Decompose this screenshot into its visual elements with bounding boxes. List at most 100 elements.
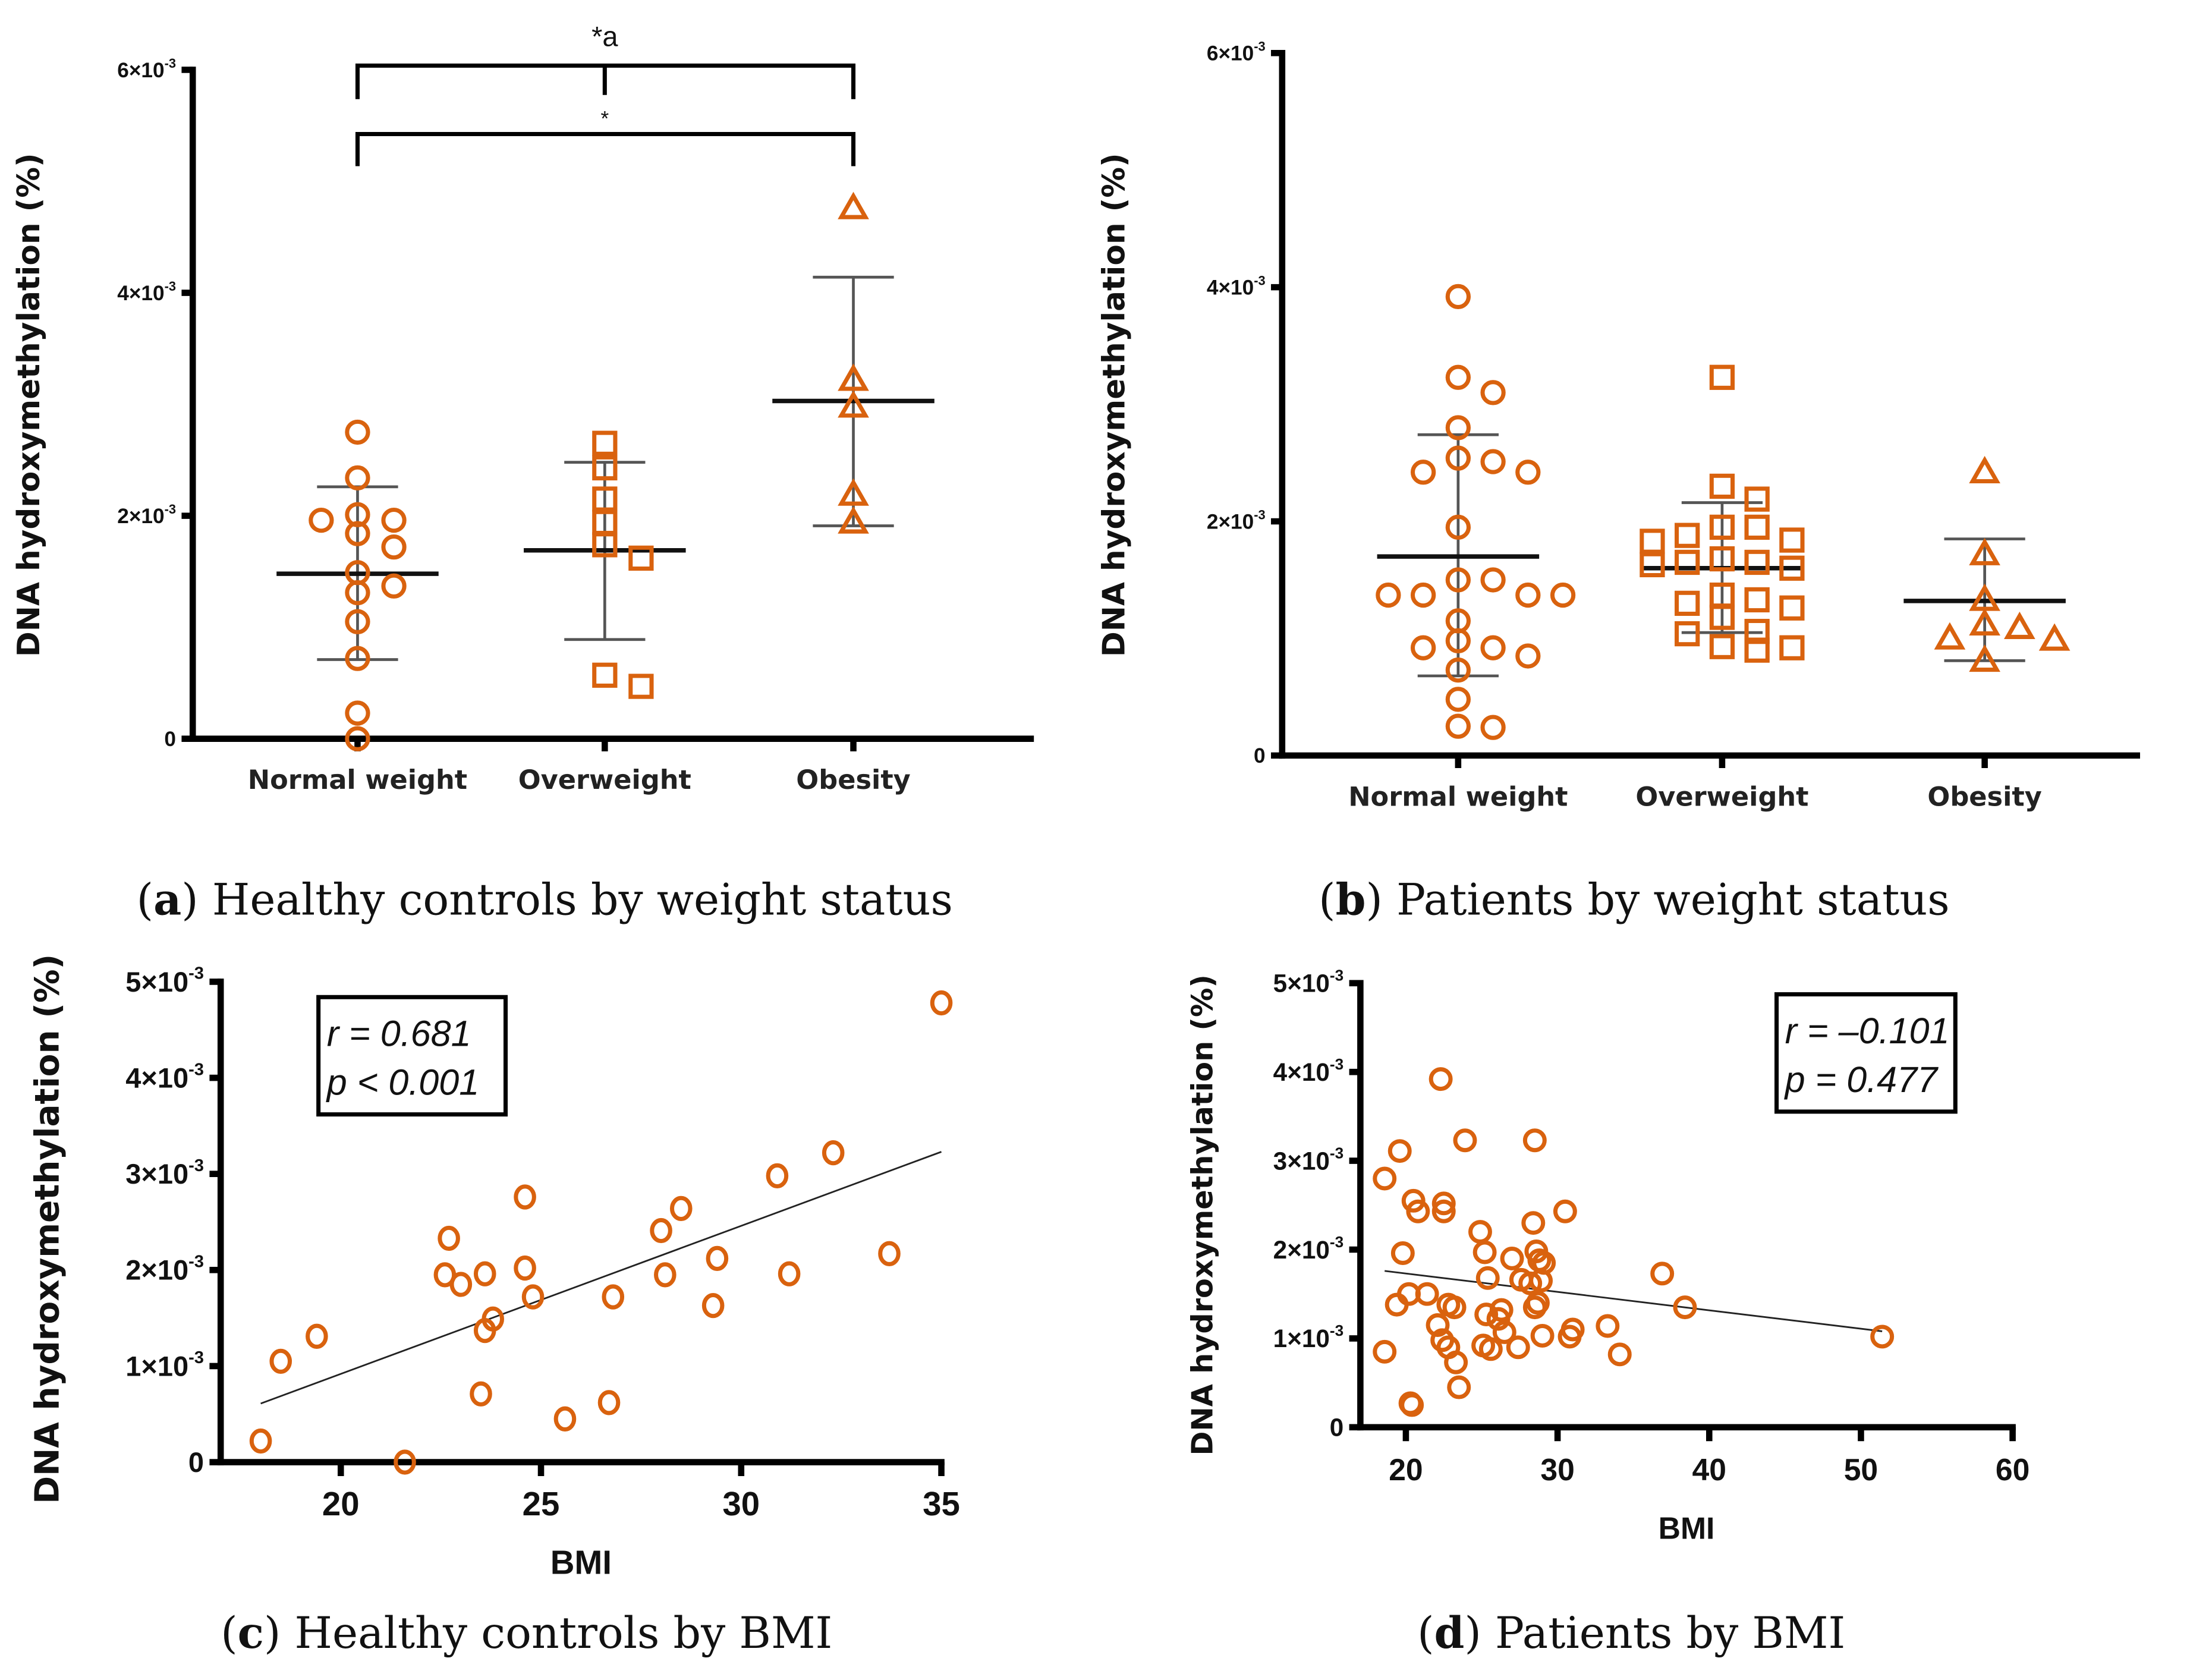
data-point <box>766 1163 789 1189</box>
data-point <box>1468 1220 1492 1244</box>
data-point-circle <box>1376 582 1401 608</box>
correlation-r: r = –0.101 <box>1785 1011 1950 1051</box>
data-point <box>1431 1199 1456 1223</box>
data-point <box>1385 1292 1409 1317</box>
y-tick-exponent: -3 <box>1254 39 1265 54</box>
y-tick-exponent: -3 <box>1330 1144 1343 1162</box>
data-point <box>1444 1350 1468 1374</box>
data-point <box>822 1140 845 1166</box>
y-tick-exponent: -3 <box>188 964 204 983</box>
data-point-triangle <box>1969 455 2000 484</box>
data-point-circle <box>1445 567 1471 593</box>
data-point <box>449 1272 473 1297</box>
regression-line <box>260 1151 942 1405</box>
data-point <box>1415 1282 1439 1306</box>
data-point-circle <box>1410 635 1436 660</box>
data-point-circle <box>345 700 370 726</box>
data-point-circle <box>1445 657 1471 683</box>
y-tick-base: 0 <box>188 1446 204 1478</box>
data-point-square <box>1744 486 1770 512</box>
data-point <box>1406 1199 1430 1223</box>
caption-text: Healthy controls by BMI <box>281 1608 832 1659</box>
y-tick-base: 2×10 <box>1273 1236 1330 1264</box>
y-tick-label: 4×10-3 <box>125 1060 204 1093</box>
data-point-triangle <box>838 390 869 418</box>
caption-d: (d) Patients by BMI <box>1417 1608 1845 1659</box>
data-point-square <box>1779 555 1805 581</box>
y-tick-exponent: -3 <box>165 502 176 517</box>
data-point-square <box>1744 549 1770 575</box>
y-tick-label: 2×10-3 <box>1207 507 1266 533</box>
data-point-square <box>1744 514 1770 540</box>
y-tick-exponent: -3 <box>188 1253 204 1272</box>
data-point-circle <box>1410 460 1436 485</box>
x-category-label: Obesity <box>1927 781 2041 812</box>
x-tick-label: 25 <box>523 1485 560 1522</box>
data-point-circle <box>381 507 407 533</box>
data-point-square <box>628 545 654 571</box>
p-value: p = 0.477 <box>1784 1059 1939 1100</box>
y-tick-label: 4×10-3 <box>117 279 176 305</box>
data-point-square <box>1675 523 1700 548</box>
y-tick-exponent: -3 <box>188 1156 204 1175</box>
data-point <box>1650 1261 1675 1286</box>
data-point <box>1453 1128 1477 1153</box>
y-tick-base: 3×10 <box>125 1158 188 1190</box>
y-tick-base: 4×10 <box>125 1062 188 1094</box>
x-tick-label: 40 <box>1692 1452 1726 1487</box>
data-point <box>269 1348 292 1374</box>
data-point-triangle <box>2004 611 2035 639</box>
y-tick-exponent: -3 <box>188 1060 204 1079</box>
data-point-circle <box>345 609 370 634</box>
data-point <box>1530 1323 1555 1348</box>
y-tick-base: 0 <box>164 728 176 751</box>
regression-line <box>1385 1270 1883 1332</box>
y-tick-label: 3×10-3 <box>125 1156 204 1190</box>
x-category-label: Normal weight <box>1348 781 1568 812</box>
data-point <box>1400 1393 1424 1417</box>
y-tick-label: 3×10-3 <box>1273 1144 1344 1175</box>
data-point-circle <box>345 521 370 546</box>
y-tick-base: 5×10 <box>125 966 188 998</box>
data-point-square <box>1675 549 1700 575</box>
y-tick-label: 2×10-3 <box>125 1253 204 1286</box>
data-point-circle <box>1445 514 1471 540</box>
data-point-square <box>1779 595 1805 621</box>
data-point-circle <box>1515 582 1541 608</box>
data-point-square <box>1675 621 1700 647</box>
data-point <box>1426 1313 1450 1337</box>
y-tick-base: 0 <box>1254 744 1266 767</box>
data-point <box>514 1255 536 1281</box>
data-point-square <box>1744 587 1770 613</box>
caption-letter: d <box>1434 1608 1465 1659</box>
data-point-circle <box>345 580 370 606</box>
data-point <box>602 1284 625 1310</box>
y-tick-exponent: -3 <box>165 279 176 294</box>
data-point-square <box>1709 605 1735 630</box>
data-point-triangle <box>2038 623 2071 651</box>
data-point <box>470 1381 492 1407</box>
data-point-circle <box>1445 445 1471 471</box>
x-tick-label: 30 <box>722 1485 760 1522</box>
data-point <box>1442 1295 1467 1320</box>
y-tick-base: 1×10 <box>125 1350 188 1382</box>
data-point <box>482 1306 505 1332</box>
caption-text: Patients by weight status <box>1383 875 1950 926</box>
data-point <box>1373 1166 1397 1191</box>
p-value: p < 0.001 <box>326 1062 479 1103</box>
y-tick-label: 6×10-3 <box>117 56 176 82</box>
data-point-square <box>1709 364 1735 390</box>
data-point <box>1472 1240 1497 1264</box>
data-point <box>1387 1139 1412 1163</box>
y-tick-base: 2×10 <box>1207 510 1254 533</box>
y-tick-label: 2×10-3 <box>1273 1233 1344 1264</box>
data-point-circle <box>1515 460 1541 485</box>
data-point-circle <box>1410 582 1436 608</box>
data-point <box>1390 1241 1415 1265</box>
y-axis-label: DNA hydroxymethylation (%) <box>1096 153 1132 657</box>
data-point <box>1506 1335 1530 1360</box>
data-point <box>1553 1199 1577 1223</box>
y-tick-exponent: -3 <box>1330 1055 1343 1073</box>
